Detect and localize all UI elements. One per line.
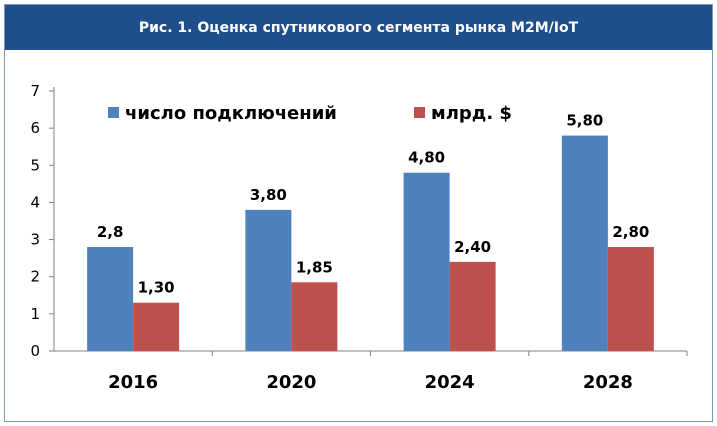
legend-label: млрд. $ [431, 103, 512, 124]
bar-connections [245, 209, 292, 351]
bar-billions-usd [133, 302, 180, 351]
chart-axes: 0 1 2 3 4 5 6 7 2016 2020 2024 2028 [30, 82, 688, 393]
bar-billions-usd [607, 247, 654, 351]
y-tick-label: 0 [30, 342, 40, 360]
bar-connections [561, 135, 608, 351]
legend-label: число подключений [125, 103, 337, 124]
bar-billions-usd [449, 261, 496, 351]
y-tick-label: 6 [30, 119, 40, 137]
x-category-label: 2028 [583, 372, 633, 393]
y-tick-label: 5 [30, 156, 40, 174]
y-tick-label: 1 [30, 305, 40, 323]
data-label: 3,80 [250, 186, 287, 204]
data-label: 1,85 [296, 258, 333, 276]
data-label: 2,40 [454, 238, 491, 256]
y-tick-label: 2 [30, 268, 40, 286]
figure-frame: Рис. 1. Оценка спутникового сегмента рын… [4, 4, 713, 422]
bar-connections [403, 172, 450, 351]
chart-bars [87, 135, 654, 351]
y-tick-label: 4 [30, 193, 40, 211]
x-category-label: 2024 [425, 372, 475, 393]
x-category-label: 2016 [108, 372, 158, 393]
y-tick-label: 3 [30, 231, 40, 249]
data-label: 4,80 [408, 149, 445, 167]
chart-data-labels: 2,8 1,30 3,80 1,85 4,80 2,40 5,80 2,80 [97, 112, 650, 297]
title-bar: Рис. 1. Оценка спутникового сегмента рын… [5, 5, 712, 50]
x-category-label: 2020 [266, 372, 316, 393]
data-label: 2,80 [612, 223, 649, 241]
bar-billions-usd [291, 282, 338, 351]
bar-connections [87, 247, 134, 351]
y-tick-label: 7 [30, 82, 40, 100]
data-label: 2,8 [97, 223, 124, 241]
bar-chart: 0 1 2 3 4 5 6 7 2016 2020 2024 2028 2,8 1,30 3,80 1,85… [30, 82, 688, 393]
chart-title: Рис. 1. Оценка спутникового сегмента рын… [138, 19, 579, 36]
data-label: 5,80 [566, 112, 603, 130]
chart-legend: число подключений млрд. $ [108, 103, 512, 124]
legend-swatch [108, 107, 119, 118]
data-label: 1,30 [138, 279, 175, 297]
legend-swatch [414, 107, 425, 118]
